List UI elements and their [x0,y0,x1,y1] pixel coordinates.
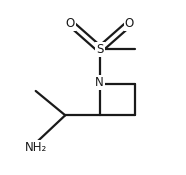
Text: N: N [95,76,104,89]
Text: NH₂: NH₂ [25,141,47,154]
Text: S: S [96,43,104,56]
Text: O: O [125,17,134,30]
Text: O: O [66,17,75,30]
